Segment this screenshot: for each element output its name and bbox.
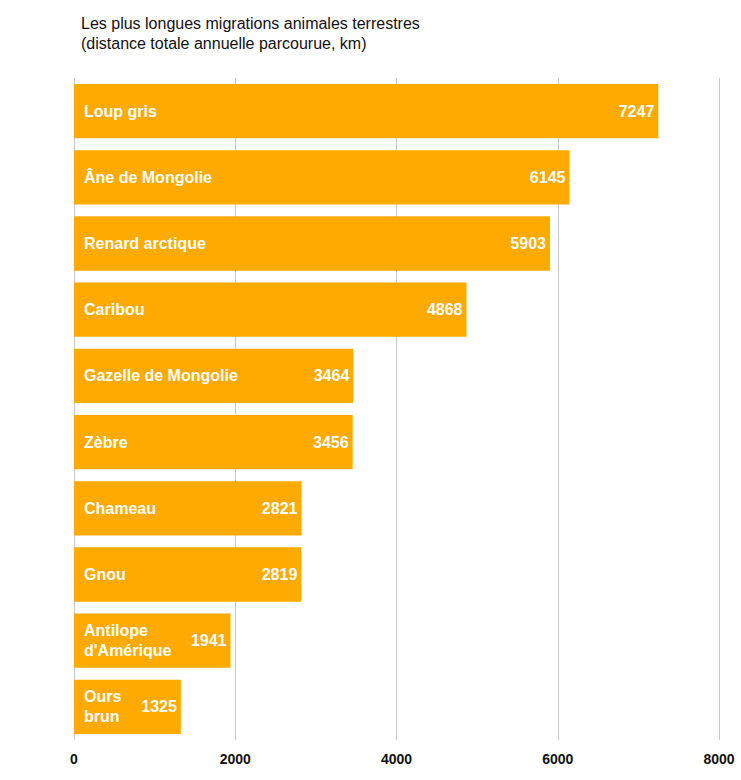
- svg-text:Les plus longues migrations an: Les plus longues migrations animales ter…: [81, 15, 420, 32]
- svg-text:4000: 4000: [381, 751, 412, 767]
- svg-text:3464: 3464: [314, 367, 350, 384]
- svg-text:Caribou: Caribou: [84, 301, 144, 318]
- svg-text:d'Amérique: d'Amérique: [84, 642, 171, 659]
- svg-text:Loup gris: Loup gris: [84, 103, 157, 120]
- svg-text:brun: brun: [84, 708, 120, 725]
- svg-text:Chameau: Chameau: [84, 500, 156, 517]
- svg-text:(distance totale annuelle parc: (distance totale annuelle parcourue, km): [81, 35, 367, 52]
- svg-text:Gazelle de Mongolie: Gazelle de Mongolie: [84, 367, 238, 384]
- svg-text:6000: 6000: [542, 751, 573, 767]
- svg-text:2821: 2821: [262, 500, 298, 517]
- svg-text:Antilope: Antilope: [84, 622, 148, 639]
- svg-text:2819: 2819: [262, 566, 298, 583]
- svg-text:Renard arctique: Renard arctique: [84, 235, 206, 252]
- svg-text:Ours: Ours: [84, 688, 121, 705]
- svg-text:Âne de Mongolie: Âne de Mongolie: [84, 168, 212, 186]
- svg-text:3456: 3456: [313, 434, 349, 451]
- svg-text:7247: 7247: [619, 103, 655, 120]
- svg-text:6145: 6145: [530, 169, 566, 186]
- svg-text:0: 0: [70, 751, 78, 767]
- svg-text:1325: 1325: [141, 698, 177, 715]
- svg-text:Zèbre: Zèbre: [84, 434, 128, 451]
- svg-text:5903: 5903: [510, 235, 546, 252]
- svg-text:4868: 4868: [427, 301, 463, 318]
- svg-text:1941: 1941: [191, 632, 227, 649]
- svg-text:2000: 2000: [220, 751, 251, 767]
- svg-text:Gnou: Gnou: [84, 566, 126, 583]
- svg-text:8000: 8000: [703, 751, 734, 767]
